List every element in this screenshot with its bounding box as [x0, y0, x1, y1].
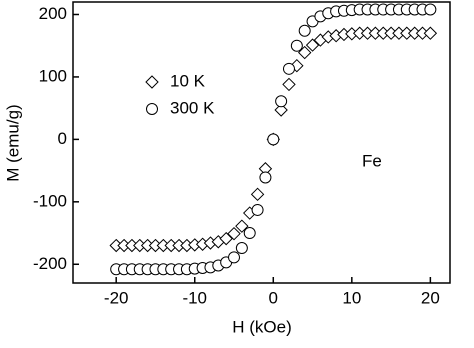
y-tick-label: 100	[39, 66, 67, 85]
annotation: Fe	[362, 151, 382, 170]
data-point	[243, 227, 256, 240]
data-point	[305, 38, 320, 52]
data-point	[275, 95, 288, 108]
data-point	[297, 45, 312, 60]
plot-frame	[72, 1, 451, 284]
x-tick-label: -20	[104, 288, 129, 307]
x-tick-label: 0	[269, 288, 278, 307]
y-tick-label: -100	[33, 191, 67, 210]
data-point	[282, 77, 296, 92]
data-point	[251, 203, 264, 216]
data-point	[235, 242, 248, 255]
y-tick-label: 0	[58, 129, 67, 148]
data-point	[290, 39, 303, 52]
y-axis-label: M (emu/g)	[3, 104, 22, 181]
data-point	[228, 251, 241, 264]
data-point	[282, 62, 295, 75]
data-point	[274, 103, 288, 117]
x-tick-label: 20	[421, 288, 440, 307]
data-point	[298, 24, 311, 37]
data-point	[259, 171, 272, 184]
data-point	[227, 226, 241, 241]
y-tick-label: 200	[39, 4, 67, 23]
legend-marker	[145, 75, 159, 89]
x-tick-label: -10	[182, 288, 207, 307]
data-point	[424, 3, 437, 16]
legend-label: 300 K	[170, 98, 215, 117]
legend-label: 10 K	[170, 71, 206, 90]
x-tick-label: 10	[342, 288, 361, 307]
legend-marker	[146, 103, 158, 115]
data-point	[235, 219, 249, 233]
y-tick-label: -200	[33, 254, 67, 273]
data-point	[219, 231, 233, 246]
data-point	[267, 133, 280, 146]
data-point	[423, 26, 438, 40]
data-point	[250, 187, 265, 202]
x-axis-label: H (kOe)	[232, 317, 292, 336]
